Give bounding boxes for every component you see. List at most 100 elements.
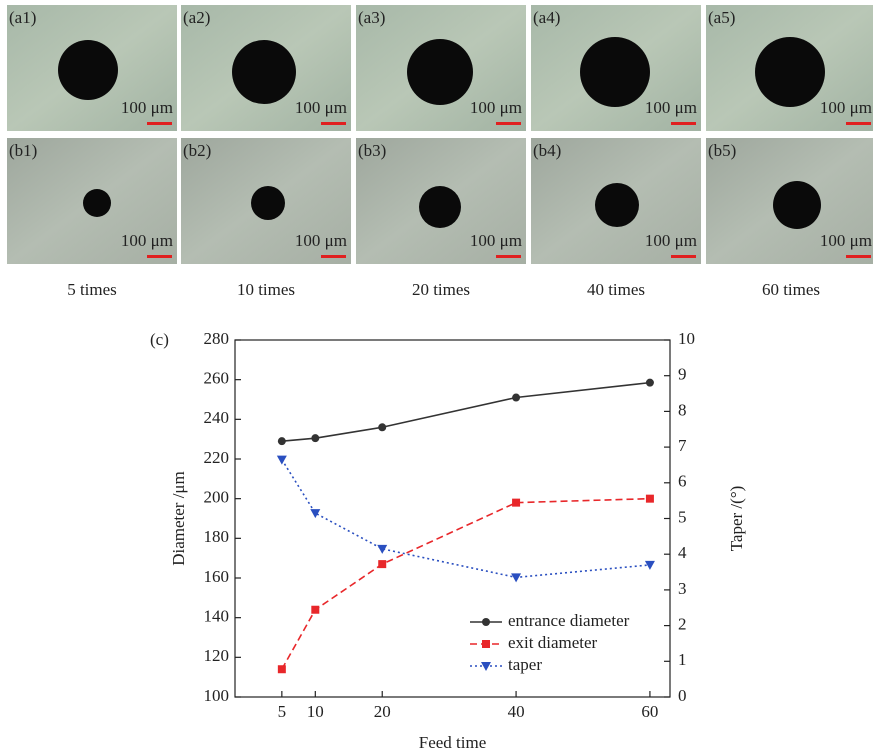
panel-label: (a1)	[9, 8, 36, 27]
series-line	[281, 459, 650, 579]
y-tick-label: 160	[204, 567, 230, 586]
hole	[58, 40, 118, 100]
marker	[277, 665, 286, 674]
y-tick-label: 180	[204, 527, 230, 546]
scale-bar	[671, 122, 696, 125]
y-tick-label: 240	[204, 408, 230, 427]
scale-label: 100 μm	[470, 98, 522, 117]
scale-bar	[671, 255, 696, 258]
marker	[511, 573, 522, 583]
hole	[773, 181, 821, 229]
scale-label: 100 μm	[820, 98, 872, 117]
scale-bar	[846, 255, 871, 258]
scale-bar	[496, 122, 521, 125]
y-tick-label: 260	[204, 369, 230, 388]
scale-label: 100 μm	[295, 98, 347, 117]
panel-label: (b1)	[9, 141, 37, 160]
marker	[644, 560, 655, 570]
scale-bar	[496, 255, 521, 258]
legend-label: exit diameter	[508, 633, 598, 652]
y-tick-label: 120	[204, 646, 230, 665]
y2-tick-label: 0	[678, 686, 687, 705]
hole	[83, 189, 111, 217]
y2-tick-label: 4	[678, 543, 687, 562]
y2-tick-label: 7	[678, 436, 687, 455]
hole	[407, 39, 473, 105]
y-tick-label: 220	[204, 448, 230, 467]
column-label: 40 times	[587, 280, 645, 299]
column-label: 5 times	[67, 280, 117, 299]
x-tick-label: 40	[508, 702, 525, 721]
marker	[377, 544, 388, 554]
scale-label: 100 μm	[295, 231, 347, 250]
panel-label: (a3)	[358, 8, 385, 27]
y2-tick-label: 9	[678, 365, 687, 384]
hole	[755, 37, 825, 107]
scale-bar	[147, 255, 172, 258]
marker	[310, 509, 321, 519]
y2-tick-label: 3	[678, 579, 687, 598]
marker	[645, 378, 654, 387]
x-tick-label: 60	[641, 702, 658, 721]
y2-axis-label: Taper /(°)	[727, 486, 746, 552]
y2-tick-label: 1	[678, 650, 687, 669]
scale-label: 100 μm	[820, 231, 872, 250]
marker	[378, 560, 387, 569]
plot-frame	[234, 339, 671, 698]
chart: 100 120 140 160 180 200 220 240 260 280 0 1 2 3 4 5 6 7 8 9…	[150, 329, 746, 752]
y-tick-label: 140	[204, 607, 230, 626]
x-tick-label: 10	[307, 702, 324, 721]
x-tick-label: 20	[374, 702, 391, 721]
panel-label: (a2)	[183, 8, 210, 27]
scale-label: 100 μm	[645, 231, 697, 250]
marker	[512, 498, 521, 507]
scale-bar	[321, 255, 346, 258]
marker	[378, 423, 387, 432]
panel-label: (a4)	[533, 8, 560, 27]
legend-label: taper	[508, 655, 542, 674]
panel-label: (b5)	[708, 141, 736, 160]
legend-marker	[482, 618, 490, 626]
panel-label: (a5)	[708, 8, 735, 27]
y2-tick-label: 10	[678, 329, 695, 348]
scale-bar	[846, 122, 871, 125]
hole	[419, 186, 461, 228]
hole	[232, 40, 296, 104]
hole	[580, 37, 650, 107]
marker	[311, 605, 320, 614]
y-tick-label: 100	[204, 686, 230, 705]
column-label: 60 times	[762, 280, 820, 299]
y-axis-label: Diameter /μm	[169, 471, 188, 566]
micrographs: (a1) 100 μm (a2) 100 μm (a3) 100 μm (a4) 100 μm…	[7, 5, 873, 299]
scale-label: 100 μm	[645, 98, 697, 117]
scale-bar	[147, 122, 172, 125]
hole	[251, 186, 285, 220]
scale-bar	[321, 122, 346, 125]
y2-tick-label: 2	[678, 615, 687, 634]
panel-label: (b2)	[183, 141, 211, 160]
panel-label: (b4)	[533, 141, 561, 160]
legend-label: entrance diameter	[508, 611, 630, 630]
x-axis-label: Feed time	[419, 733, 487, 752]
marker	[311, 434, 320, 443]
legend-marker	[482, 640, 490, 648]
hole	[595, 183, 639, 227]
marker	[277, 437, 286, 446]
legend-marker	[481, 662, 491, 671]
column-label: 20 times	[412, 280, 470, 299]
marker	[512, 393, 521, 402]
marker	[645, 494, 654, 503]
y2-tick-label: 6	[678, 472, 687, 491]
marker	[276, 455, 287, 465]
scale-label: 100 μm	[121, 98, 173, 117]
x-tick-label: 5	[278, 702, 287, 721]
y-tick-label: 280	[204, 329, 230, 348]
y2-tick-label: 8	[678, 400, 687, 419]
column-label: 10 times	[237, 280, 295, 299]
scale-label: 100 μm	[121, 231, 173, 250]
series-line	[281, 381, 651, 442]
panel-label: (b3)	[358, 141, 386, 160]
y2-tick-label: 5	[678, 507, 687, 526]
panel-label: (c)	[150, 330, 169, 349]
